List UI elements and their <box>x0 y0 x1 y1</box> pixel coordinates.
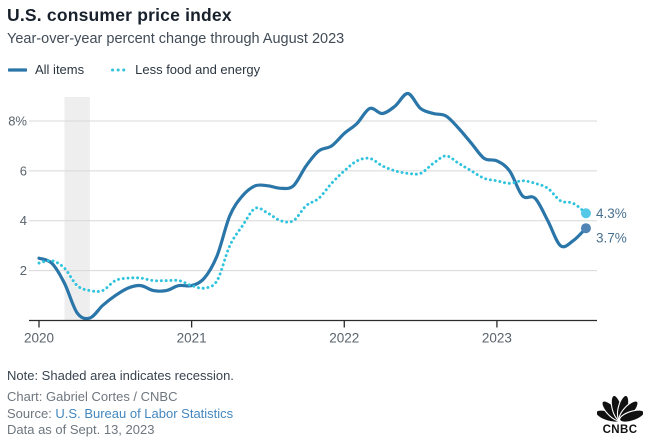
legend-label-all-items: All items <box>35 62 85 77</box>
legend-item-all-items: All items <box>8 62 84 77</box>
series-end-label: 3.7% <box>596 231 627 246</box>
source-label: Source: <box>7 405 56 421</box>
series-line-all-items <box>37 91 588 321</box>
cnbc-logo-text: CNBC <box>603 424 638 435</box>
legend-item-core: Less food and energy <box>110 62 260 77</box>
series-end-label: 4.3% <box>596 206 627 221</box>
series-end-dot <box>580 223 591 234</box>
chart-credit: Chart: Gabriel Cortes / CNBC <box>7 389 178 404</box>
recession-note: Note: Shaded area indicates recession. <box>7 368 234 383</box>
x-axis-tick-label: 2022 <box>329 331 359 346</box>
x-axis-tick-label: 2021 <box>177 331 207 346</box>
y-axis-tick-label: 2 <box>20 263 27 278</box>
legend-label-core: Less food and energy <box>135 62 261 77</box>
cpi-line-chart: 8% 6 4 2 2020 2021 2022 2023 3.7% 4.3% <box>8 91 627 346</box>
data-as-of: Data as of Sept. 13, 2023 <box>7 422 155 437</box>
chart-title: U.S. consumer price index <box>7 5 232 25</box>
legend: All items Less food and energy <box>8 62 260 77</box>
y-axis-tick-label: 4 <box>20 213 27 228</box>
y-axis-tick-label: 6 <box>20 163 27 178</box>
chart-subtitle: Year-over-year percent change through Au… <box>7 31 345 47</box>
source-line: Source: U.S. Bureau of Labor Statistics <box>7 406 234 423</box>
x-axis-tick-label: 2023 <box>482 331 512 346</box>
solid-line-swatch-icon <box>8 67 27 72</box>
dotted-line-swatch-icon <box>111 68 128 71</box>
series-end-dot <box>580 208 591 219</box>
footer: Note: Shaded area indicates recession. C… <box>7 368 234 439</box>
cnbc-logo: CNBC <box>597 394 643 435</box>
peacock-feather-icon <box>619 409 643 423</box>
series-line-core <box>37 154 588 293</box>
source-link[interactable]: U.S. Bureau of Labor Statistics <box>55 405 234 421</box>
recession-band <box>64 97 90 321</box>
x-axis-tick-label: 2020 <box>24 331 54 346</box>
y-axis-tick-label: 8% <box>8 113 27 128</box>
